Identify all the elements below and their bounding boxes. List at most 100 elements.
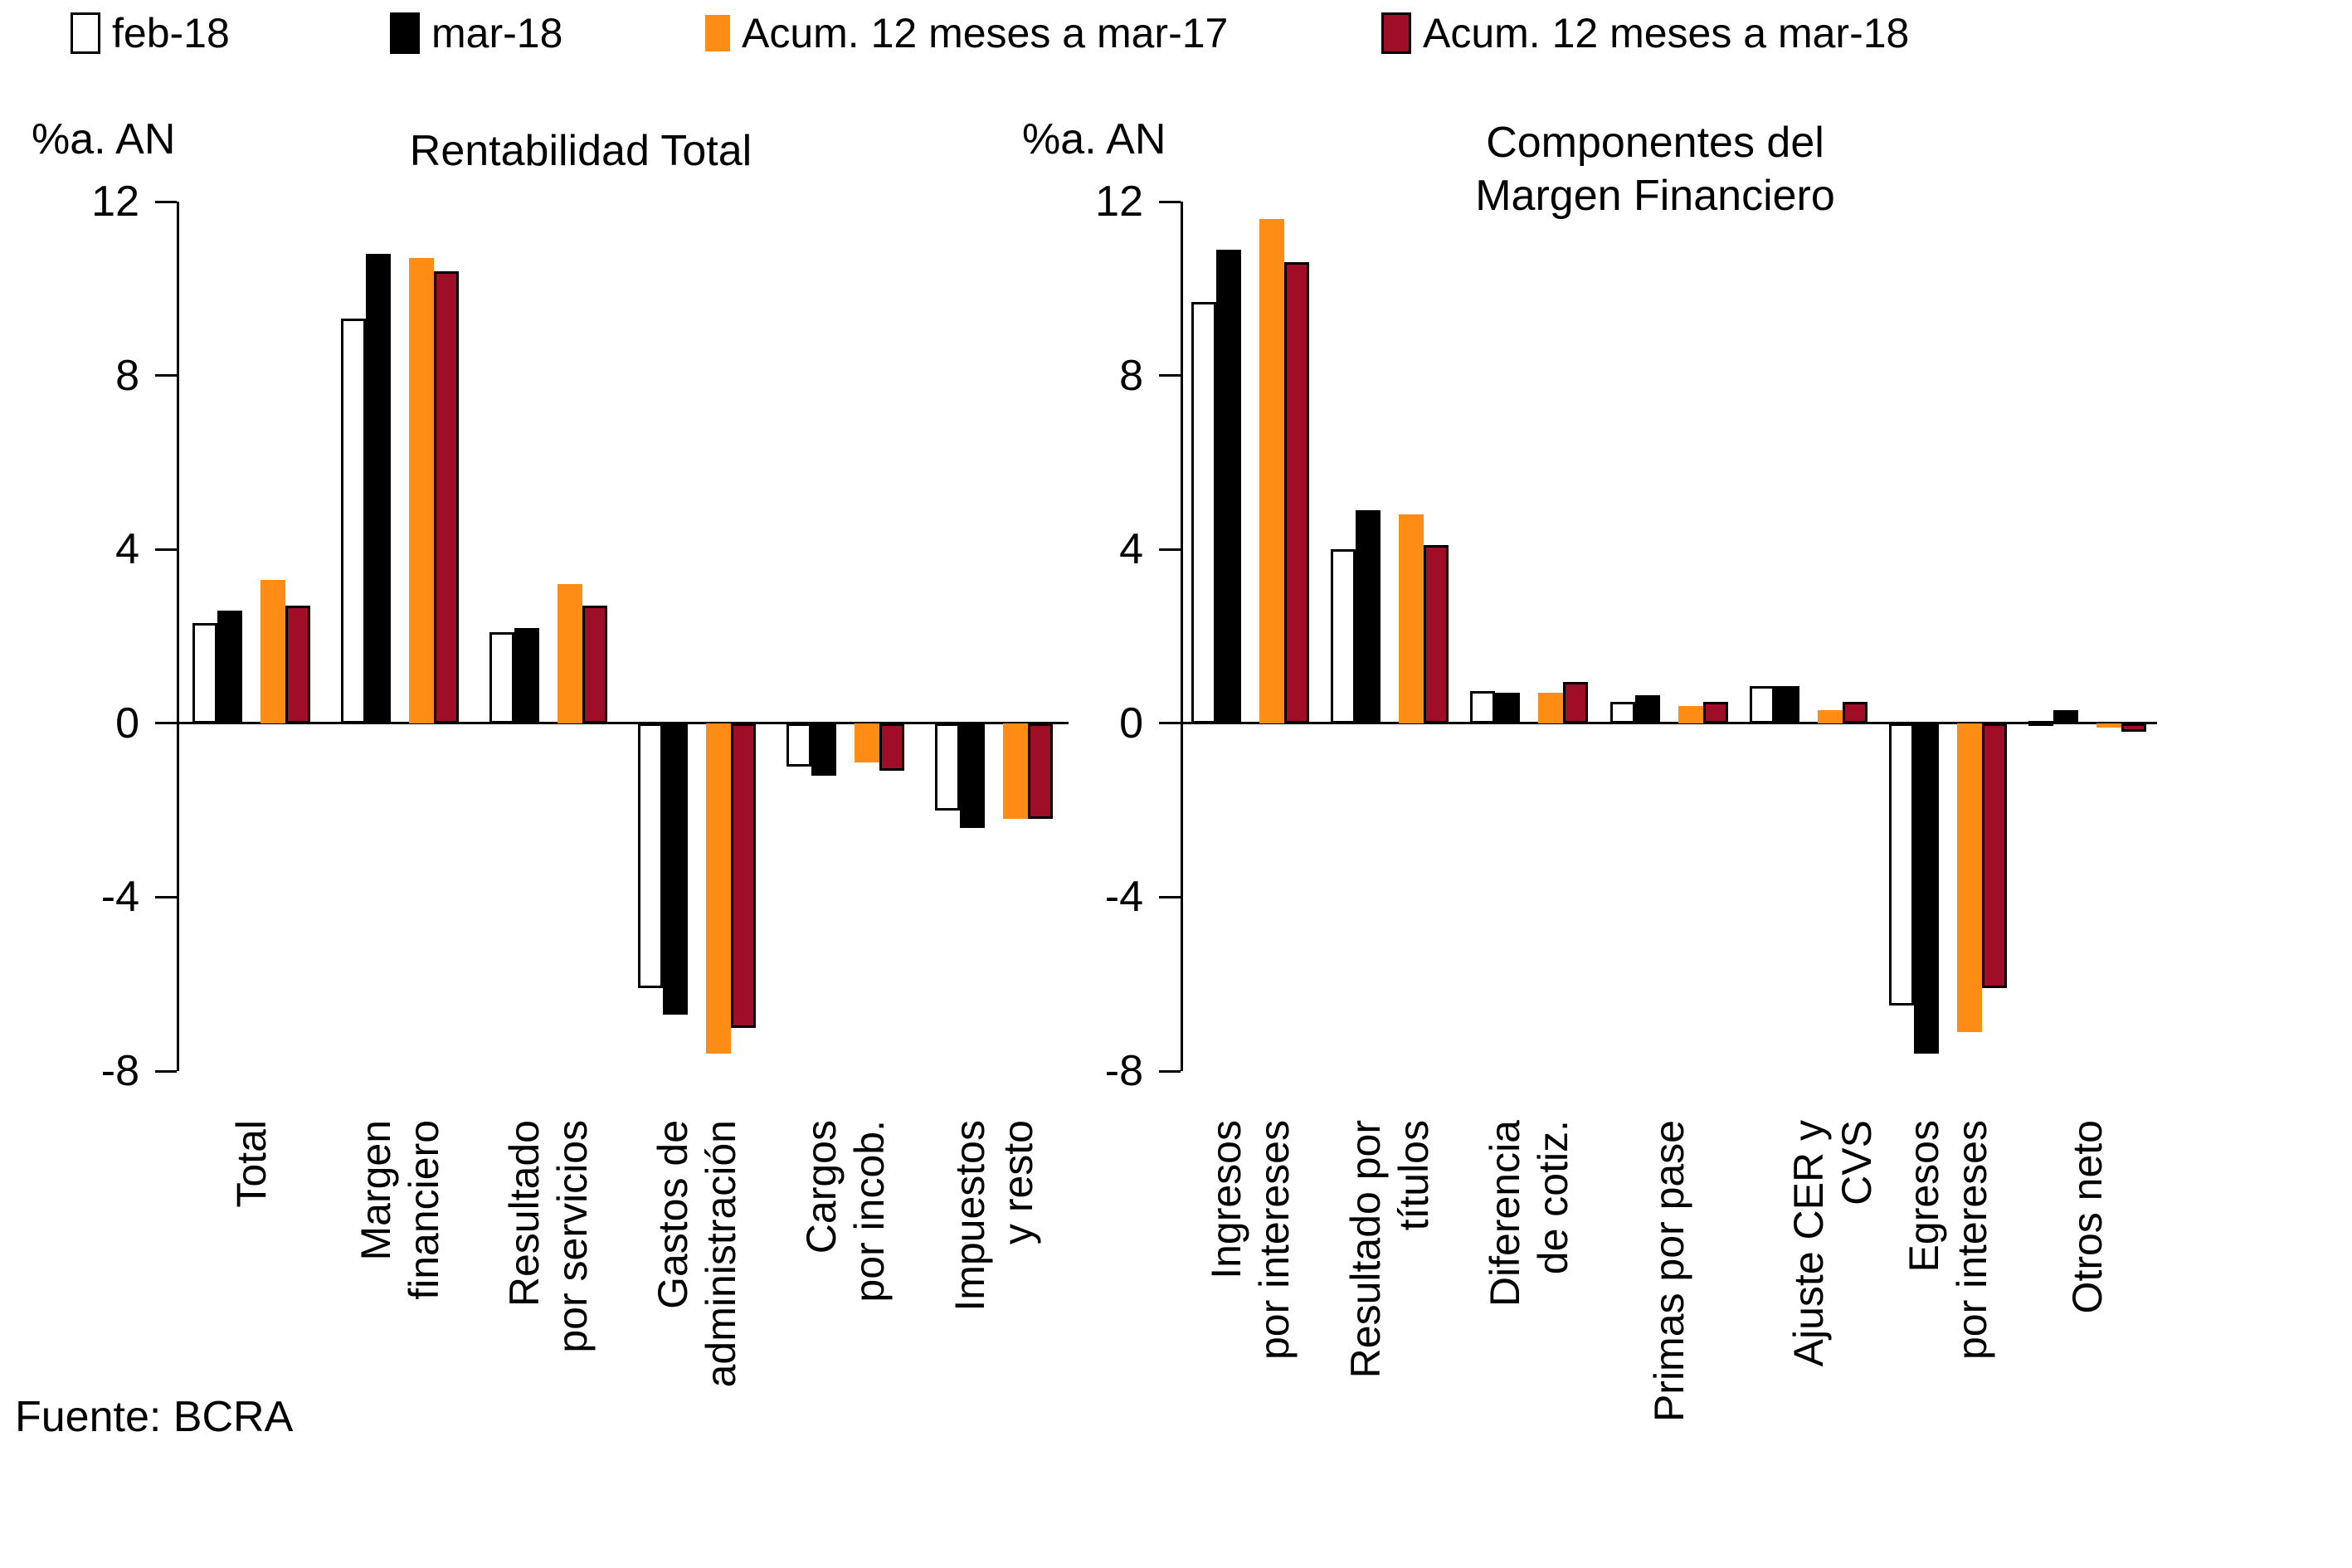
bar	[1399, 514, 1424, 723]
legend-swatch-icon	[1381, 12, 1411, 54]
category-label: Otros neto	[2063, 1120, 2111, 1314]
bar	[663, 723, 689, 1015]
bar	[489, 631, 514, 723]
bar	[1609, 701, 1635, 723]
bar	[638, 723, 664, 989]
bar	[557, 584, 582, 723]
bar	[340, 319, 366, 723]
bar	[2096, 723, 2121, 728]
bar	[1888, 723, 1914, 1006]
bar	[1191, 301, 1217, 723]
y-axis-tick	[1159, 548, 1181, 551]
y-axis-tick	[1159, 200, 1181, 203]
category-label: Ingresos por intereses	[1203, 1120, 1298, 1361]
y-axis-tick-label: -4	[100, 873, 139, 922]
y-axis-tick-label: 12	[1095, 178, 1143, 226]
y-axis-unit-label: %a. AN	[1022, 115, 1166, 163]
bar	[1774, 686, 1799, 723]
legend-label: Acum. 12 meses a mar-17	[742, 10, 1229, 56]
bar	[879, 723, 905, 772]
legend-label: feb-18	[112, 10, 230, 56]
bar	[1028, 723, 1054, 820]
bar	[2121, 723, 2146, 733]
bar	[1981, 723, 2007, 989]
bar	[1538, 693, 1564, 723]
bar	[1817, 710, 1843, 723]
bar	[1470, 690, 1496, 723]
y-axis-tick-label: 4	[1119, 525, 1143, 574]
bar	[514, 627, 539, 723]
bar	[786, 723, 812, 767]
bar	[365, 253, 391, 723]
category-label: Diferencia de cotiz.	[1482, 1120, 1577, 1307]
bar	[731, 723, 757, 1028]
bar	[192, 623, 217, 723]
bar	[1259, 218, 1285, 723]
bar	[706, 723, 732, 1054]
y-axis-tick-label: 0	[115, 699, 139, 747]
bar	[1956, 723, 1982, 1032]
bar	[811, 723, 837, 776]
category-label: Impuestos y resto	[947, 1120, 1042, 1312]
bar	[433, 270, 459, 723]
chart-title: Rentabilidad Total	[409, 127, 752, 175]
y-axis-tick	[155, 1069, 177, 1073]
y-axis-tick-label: 0	[1119, 699, 1143, 747]
y-axis-tick	[155, 895, 177, 898]
y-axis-tick	[1159, 1069, 1181, 1073]
bar	[1424, 544, 1449, 723]
bar	[1284, 262, 1310, 723]
y-axis-tick	[1159, 374, 1181, 377]
y-axis-tick-label: -8	[100, 1047, 139, 1095]
y-axis-tick	[155, 722, 177, 725]
x-axis-line	[1181, 722, 2157, 725]
category-label: Primas por pase	[1645, 1120, 1692, 1423]
bar	[1495, 693, 1521, 723]
category-label: Egresos por intereses	[1900, 1120, 1995, 1361]
bar	[1216, 249, 1242, 723]
legend-label: Acum. 12 meses a mar-18	[1423, 10, 1910, 56]
category-label: Resultado por títulos	[1342, 1120, 1438, 1379]
category-label: Ajuste CER y CVS	[1785, 1120, 1880, 1367]
chart-title: Componentes del Margen Financiero	[1475, 119, 1835, 220]
bar	[1563, 682, 1589, 723]
category-label: Total	[227, 1120, 275, 1208]
bar	[260, 579, 285, 723]
y-axis-tick	[1159, 895, 1181, 898]
y-axis-line	[177, 202, 179, 1071]
bar	[1913, 723, 1939, 1054]
y-axis-tick-label: 8	[1119, 351, 1143, 400]
x-axis-line	[177, 722, 1069, 725]
y-axis-tick	[155, 374, 177, 377]
legend-item-4: Acum. 12 meses a mar-18	[1381, 12, 1909, 55]
category-label: Margen financiero	[352, 1120, 447, 1300]
y-axis-tick-label: 12	[91, 178, 139, 226]
legend-swatch-icon	[71, 12, 100, 54]
y-axis-unit-label: %a. AN	[32, 115, 176, 163]
bar	[855, 723, 880, 762]
bar	[1678, 705, 1703, 723]
y-axis-line	[1181, 202, 1183, 1071]
legend-item-3: Acum. 12 meses a mar-17	[705, 12, 1228, 55]
bar	[1331, 549, 1356, 723]
bar	[935, 723, 961, 811]
legend-label: mar-18	[431, 10, 563, 56]
y-axis-tick-label: -4	[1104, 873, 1143, 922]
category-label: Resultado por servicios	[500, 1120, 596, 1353]
bar	[1634, 694, 1660, 723]
bar	[2028, 721, 2053, 727]
bar	[217, 610, 242, 723]
legend-swatch-icon	[390, 12, 420, 54]
bar	[1356, 510, 1381, 723]
bar	[582, 606, 607, 723]
bar	[1842, 701, 1867, 723]
legend-swatch-icon	[705, 15, 730, 51]
bar	[960, 723, 986, 828]
y-axis-tick-label: -8	[1104, 1047, 1143, 1095]
y-axis-tick	[1159, 722, 1181, 725]
y-axis-tick	[155, 548, 177, 551]
legend-item-1: feb-18	[71, 12, 230, 55]
bar	[408, 258, 434, 723]
y-axis-tick-label: 4	[115, 525, 139, 574]
